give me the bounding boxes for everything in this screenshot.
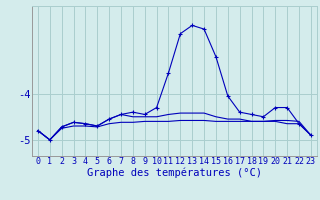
X-axis label: Graphe des températures (°C): Graphe des températures (°C): [87, 168, 262, 178]
